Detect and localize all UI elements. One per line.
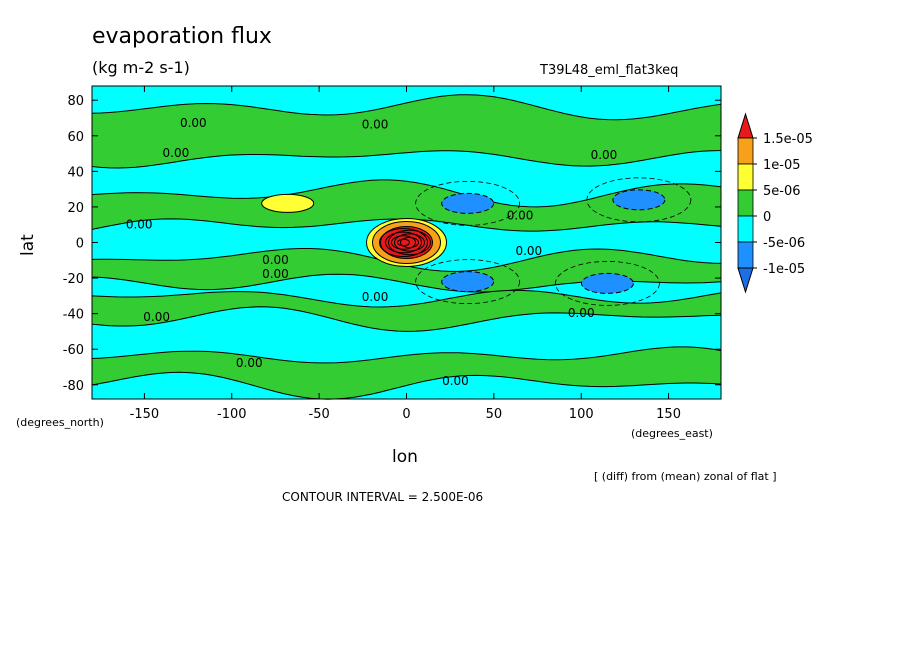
contour-label: 0.00 bbox=[507, 208, 534, 222]
y-axis-units: (degrees_north) bbox=[16, 416, 104, 429]
contour-label: 0.00 bbox=[262, 267, 289, 281]
contour-label: 0.00 bbox=[362, 118, 389, 132]
x-tick-label: -100 bbox=[217, 407, 247, 422]
x-tick-label: 0 bbox=[402, 407, 410, 422]
negative-contour bbox=[586, 177, 692, 223]
diff-note: [ (diff) from (mean) zonal of flat ] bbox=[594, 470, 777, 483]
chart-units: (kg m-2 s-1) bbox=[92, 58, 190, 77]
colorbar-label: 5e-06 bbox=[763, 184, 801, 199]
contour-label: 0.00 bbox=[143, 310, 170, 324]
colorbar-label: 1.5e-05 bbox=[763, 132, 813, 147]
contour-label: 0.00 bbox=[362, 290, 389, 304]
y-tick-label: 20 bbox=[67, 201, 84, 216]
contour-label: 0.00 bbox=[591, 148, 618, 162]
core-contour bbox=[400, 237, 419, 248]
colorbar-segment bbox=[737, 215, 754, 243]
y-tick-label: -60 bbox=[63, 343, 84, 358]
x-tick-label: 50 bbox=[486, 407, 503, 422]
core-contour bbox=[397, 238, 410, 247]
negative-contour bbox=[415, 180, 521, 226]
run-id: T39L48_eml_flat3keq bbox=[540, 63, 679, 78]
negative-patch bbox=[441, 271, 495, 293]
core-contour bbox=[391, 235, 416, 250]
x-tick-label: -50 bbox=[309, 407, 330, 422]
positive-patch-yellow bbox=[261, 193, 315, 213]
colorbar-arrow-bottom bbox=[737, 267, 754, 294]
colorbar-label: -5e-06 bbox=[763, 236, 805, 251]
y-tick-label: -40 bbox=[63, 308, 84, 323]
colorbar-segment bbox=[737, 163, 754, 191]
contour-label: 0.00 bbox=[515, 244, 542, 258]
colorbar-arrow-top bbox=[737, 112, 754, 139]
x-axis-label: lon bbox=[392, 447, 418, 467]
core-contour bbox=[379, 228, 428, 257]
y-tick-label: 80 bbox=[67, 94, 84, 109]
contour-label: 0.00 bbox=[236, 356, 263, 370]
negative-contour bbox=[555, 261, 660, 306]
contour-label: 0.00 bbox=[568, 306, 595, 320]
y-tick-label: 60 bbox=[67, 130, 84, 145]
y-tick-label: -20 bbox=[63, 272, 84, 287]
colorbar-label: -1e-05 bbox=[763, 262, 805, 277]
negative-patch bbox=[441, 192, 495, 214]
negative-patch bbox=[580, 272, 634, 294]
y-tick-label: 40 bbox=[67, 165, 84, 180]
core-contour bbox=[394, 233, 425, 252]
colorbar-segment bbox=[737, 137, 754, 165]
contour-label: 0.00 bbox=[180, 116, 207, 130]
colorbar-segment bbox=[737, 189, 754, 217]
x-tick-label: 150 bbox=[656, 407, 681, 422]
core-contour bbox=[388, 229, 431, 256]
negative-patch bbox=[612, 189, 666, 211]
y-tick-label: 0 bbox=[76, 237, 84, 252]
y-tick-label: -80 bbox=[63, 379, 84, 394]
contour-label: 0.00 bbox=[442, 374, 469, 388]
contour-interval: CONTOUR INTERVAL = 2.500E-06 bbox=[282, 490, 484, 504]
colorbar-label: 0 bbox=[763, 210, 771, 225]
contour-label: 0.00 bbox=[163, 146, 190, 160]
x-axis-units: (degrees_east) bbox=[631, 427, 713, 440]
x-tick-label: 100 bbox=[569, 407, 594, 422]
contour-label: 0.00 bbox=[126, 217, 153, 231]
x-tick-label: -150 bbox=[130, 407, 160, 422]
colorbar-segment bbox=[737, 241, 754, 269]
contour-label: 0.00 bbox=[262, 253, 289, 267]
core-contour bbox=[385, 231, 422, 254]
chart-title: evaporation flux bbox=[92, 24, 272, 49]
colorbar-label: 1e-05 bbox=[763, 158, 801, 173]
negative-contour bbox=[415, 259, 521, 305]
